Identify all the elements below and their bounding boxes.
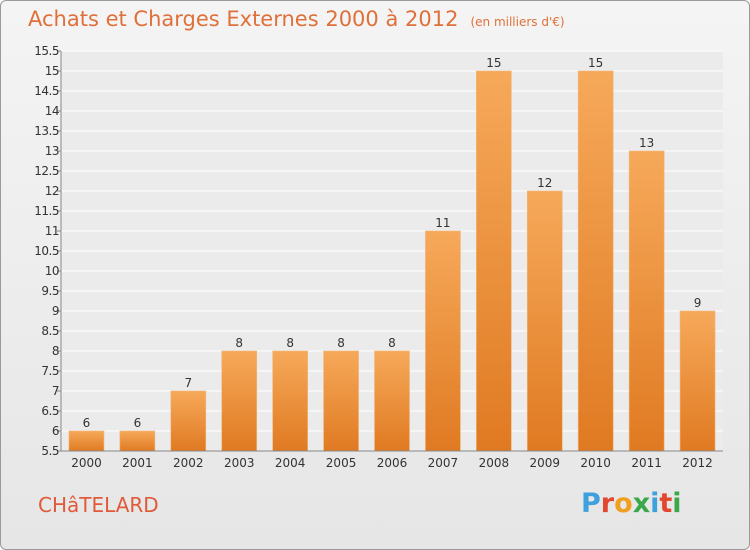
logo-letter: r: [600, 488, 615, 519]
y-tick-label: 10: [45, 264, 59, 278]
bar-2000: [68, 430, 105, 452]
bar-value-label: 11: [435, 216, 450, 230]
proxiti-logo[interactable]: Proxiti: [581, 488, 682, 519]
x-tick-label: 2001: [122, 456, 153, 470]
x-tick-label: 2008: [479, 456, 510, 470]
y-tick-label: 6.5: [41, 404, 59, 418]
logo-letter: i: [672, 488, 682, 519]
bar-value-label: 15: [486, 56, 501, 70]
bar-2004: [272, 350, 308, 452]
logo-letter: o: [614, 488, 633, 519]
y-tick-label: 8: [52, 344, 59, 358]
bar-value-label: 13: [639, 136, 654, 150]
x-tick-label: 2005: [326, 456, 357, 470]
commune-name: CHâTELARD: [38, 493, 159, 517]
chart-unit: (en milliers d'€): [470, 15, 565, 29]
y-tick-label: 11.5: [34, 204, 59, 218]
bar-2003: [221, 350, 258, 452]
chart-title: Achats et Charges Externes 2000 à 2012: [28, 7, 459, 31]
bar-2010: [577, 70, 614, 452]
x-tick-label: 2004: [275, 456, 306, 470]
bar-value-label: 8: [388, 336, 396, 350]
y-tick-label: 13: [45, 144, 59, 158]
bar-value-label: 8: [235, 336, 243, 350]
y-tick-label: 8.5: [41, 324, 59, 338]
bar-value-label: 6: [134, 416, 142, 430]
bar-value-label: 15: [588, 56, 603, 70]
x-tick-label: 2002: [173, 456, 204, 470]
bar-2001: [119, 430, 156, 452]
y-tick-label: 13.5: [34, 124, 59, 138]
logo-letter: t: [659, 488, 673, 519]
y-tick-label: 11: [45, 224, 59, 238]
y-tick-label: 12: [45, 184, 59, 198]
x-tick-label: 2000: [71, 456, 102, 470]
bar-value-label: 12: [537, 176, 552, 190]
bars: 6 6 7 8 8 8 8 11 15 12 15 13 9: [68, 56, 716, 452]
bar-value-label: 7: [184, 376, 192, 390]
y-tick-label: 15.5: [34, 44, 59, 58]
logo-letter: P: [581, 488, 601, 519]
x-tick-label: 2007: [428, 456, 459, 470]
bar-2006: [374, 350, 410, 452]
x-tick-label: 2010: [580, 456, 611, 470]
bar-2009: [526, 190, 563, 452]
x-tick-label: 2011: [631, 456, 662, 470]
bar-2007: [425, 230, 461, 452]
y-tick-label: 10.5: [34, 244, 59, 258]
y-tick-label: 14.5: [34, 84, 59, 98]
y-axis: 5.5 6 6.5 7 7.5 8 8.5 9 9.5 10 10.5 11 11.5 12 12.5 13 1…: [34, 44, 62, 458]
bar-2008: [476, 70, 512, 452]
bar-2011: [628, 150, 665, 452]
logo-letter: i: [650, 488, 660, 519]
chart-title-group: Achats et Charges Externes 2000 à 2012 (e…: [28, 7, 565, 31]
bar-value-label: 8: [286, 336, 294, 350]
y-tick-label: 9.5: [41, 284, 59, 298]
bar-value-label: 6: [83, 416, 91, 430]
bar-2005: [323, 350, 359, 452]
x-tick-label: 2012: [682, 456, 713, 470]
bar-value-label: 8: [337, 336, 345, 350]
x-tick-label: 2003: [224, 456, 255, 470]
y-tick-label: 6: [52, 424, 59, 438]
x-tick-label: 2006: [377, 456, 408, 470]
bar-2012: [679, 310, 716, 452]
bar-2002: [170, 390, 207, 452]
x-axis: 2000 2001 2002 2003 2004 2005 2006 2007 2008 2009…: [61, 450, 723, 470]
bar-value-label: 9: [694, 296, 702, 310]
logo-letter: x: [632, 488, 651, 519]
x-tick-label: 2009: [529, 456, 560, 470]
y-tick-label: 15: [45, 64, 59, 78]
y-tick-label: 9: [52, 304, 59, 318]
y-tick-label: 5.5: [41, 444, 59, 458]
y-tick-label: 14: [45, 104, 59, 118]
y-tick-label: 12.5: [34, 164, 59, 178]
y-tick-label: 7.5: [41, 364, 59, 378]
y-tick-label: 7: [52, 384, 59, 398]
